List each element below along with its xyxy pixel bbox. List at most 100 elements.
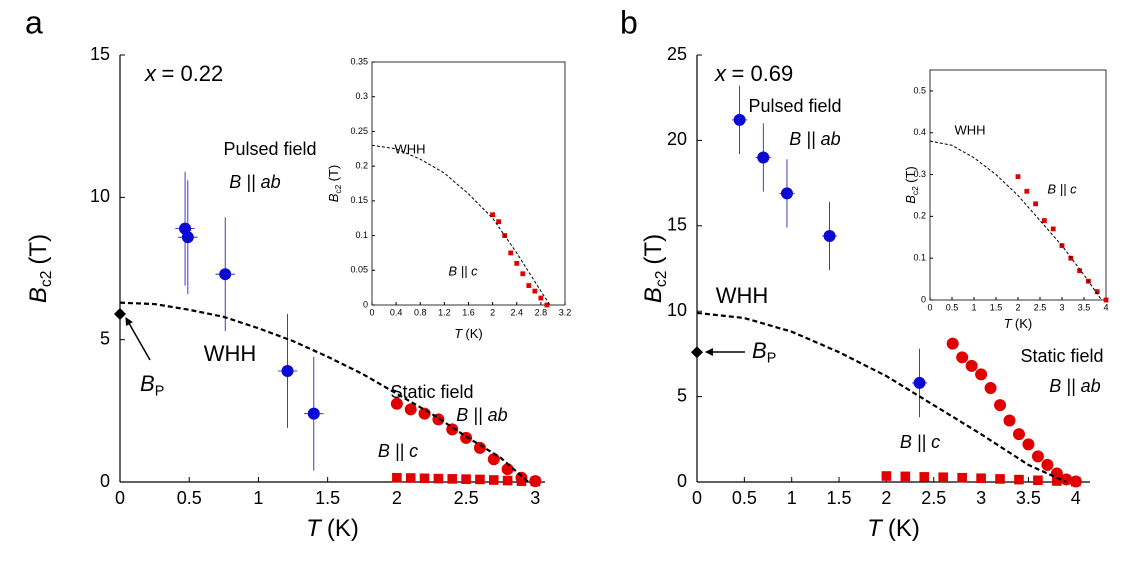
label-symbol: x bbox=[714, 61, 727, 86]
data-point bbox=[1042, 218, 1047, 223]
data-point bbox=[419, 473, 430, 484]
x-tick-label: 2 bbox=[490, 307, 495, 317]
data-point bbox=[1060, 473, 1073, 486]
label-rest: = 0.69 bbox=[732, 61, 794, 86]
label: x = 0.22 bbox=[144, 61, 223, 86]
data-point bbox=[733, 113, 746, 126]
annotation: WHH bbox=[716, 283, 769, 308]
data-point bbox=[957, 472, 967, 483]
y-tick-label: 15 bbox=[667, 215, 687, 235]
y-tick-label: 10 bbox=[667, 300, 687, 320]
data-point bbox=[1022, 438, 1035, 451]
whh-curve bbox=[929, 140, 1103, 301]
x-tick-label: 0 bbox=[692, 488, 702, 508]
y-tick-label: 15 bbox=[90, 44, 110, 64]
data-point bbox=[281, 364, 294, 377]
label-symbol: T bbox=[454, 326, 463, 341]
data-point bbox=[995, 474, 1005, 484]
label: Bc2 (T) bbox=[903, 166, 920, 203]
data-point bbox=[757, 151, 770, 164]
x-tick-label: 0 bbox=[115, 488, 125, 508]
data-point bbox=[418, 407, 431, 420]
data-point bbox=[881, 471, 892, 481]
annotation: B || c bbox=[378, 441, 418, 461]
data-point bbox=[975, 368, 988, 381]
data-point bbox=[1077, 268, 1082, 274]
x-tick-label: 0 bbox=[927, 302, 932, 312]
label-unit: (K) bbox=[1015, 316, 1032, 331]
label-unit: (T) bbox=[25, 234, 52, 265]
label-unit: (K) bbox=[888, 515, 920, 542]
data-point bbox=[1050, 226, 1056, 232]
data-point bbox=[1014, 474, 1024, 485]
data-point bbox=[919, 472, 930, 482]
data-point bbox=[307, 407, 320, 420]
data-point bbox=[532, 288, 538, 294]
data-point bbox=[994, 399, 1007, 412]
annotation: B || c bbox=[900, 432, 940, 452]
label: T (K) bbox=[867, 515, 920, 542]
x-tick-label: 3 bbox=[1059, 302, 1064, 312]
data-point bbox=[433, 473, 444, 484]
y-tick-label: 0.35 bbox=[350, 56, 368, 66]
y-tick-label: 0.1 bbox=[913, 253, 926, 263]
x-tick-label: 1.6 bbox=[462, 307, 475, 317]
label: x = 0.69 bbox=[714, 61, 793, 86]
annotation: Static field bbox=[390, 382, 473, 402]
label-unit: (T) bbox=[640, 234, 667, 265]
data-point bbox=[526, 283, 532, 288]
annotation: B || ab bbox=[229, 172, 280, 192]
y-tick-label: 0.2 bbox=[355, 161, 368, 171]
label-symbol: x bbox=[144, 61, 157, 86]
data-point bbox=[1052, 476, 1062, 486]
x-tick-label: 1.5 bbox=[990, 302, 1003, 312]
annotation: Pulsed field bbox=[748, 96, 841, 116]
data-point bbox=[390, 397, 403, 410]
data-point bbox=[1041, 458, 1054, 471]
y-tick-label: 10 bbox=[90, 186, 110, 206]
label-symbol: T bbox=[867, 515, 884, 542]
y-tick-label: 5 bbox=[100, 328, 110, 348]
data-point bbox=[508, 250, 514, 256]
arrow bbox=[125, 317, 151, 361]
data-point bbox=[538, 295, 544, 301]
data-point bbox=[913, 376, 926, 389]
x-tick-label: 0.5 bbox=[946, 302, 959, 312]
x-tick-label: 4 bbox=[1103, 302, 1108, 312]
data-point bbox=[392, 472, 402, 483]
data-point bbox=[490, 212, 496, 218]
data-point bbox=[475, 474, 485, 485]
panel-label: b bbox=[620, 4, 638, 40]
x-tick-label: 2 bbox=[1015, 302, 1020, 312]
annotation: WHH bbox=[394, 141, 425, 156]
x-tick-label: 0.4 bbox=[390, 307, 403, 317]
label-unit: (T) bbox=[326, 165, 341, 182]
label: Bc2 (T) bbox=[25, 234, 55, 303]
y-tick-label: 0.05 bbox=[350, 265, 368, 275]
data-point bbox=[976, 473, 986, 484]
data-point bbox=[1070, 476, 1081, 487]
label-subscript: c2 bbox=[38, 271, 55, 287]
label: BP bbox=[752, 338, 776, 367]
data-point bbox=[501, 463, 514, 476]
x-tick-label: 2.8 bbox=[535, 307, 548, 317]
label: Bc2 (T) bbox=[326, 165, 343, 202]
pauli-limit-point bbox=[691, 346, 703, 359]
panel-label: a bbox=[25, 4, 43, 40]
data-point bbox=[1094, 289, 1100, 295]
label: T (K) bbox=[1004, 316, 1033, 331]
label-subscript: P bbox=[767, 350, 777, 366]
x-tick-label: 0.5 bbox=[732, 488, 757, 508]
data-point bbox=[530, 476, 541, 487]
annotation: B || c bbox=[1047, 181, 1077, 196]
x-tick-label: 2.5 bbox=[454, 488, 479, 508]
annotation: B || ab bbox=[456, 405, 507, 425]
y-tick-label: 0 bbox=[100, 471, 110, 491]
data-point bbox=[1024, 188, 1030, 194]
label-symbol: T bbox=[1004, 316, 1013, 331]
annotation: Static field bbox=[1020, 346, 1103, 366]
data-point bbox=[488, 475, 499, 485]
data-point bbox=[516, 476, 527, 486]
label: T (K) bbox=[454, 326, 483, 341]
